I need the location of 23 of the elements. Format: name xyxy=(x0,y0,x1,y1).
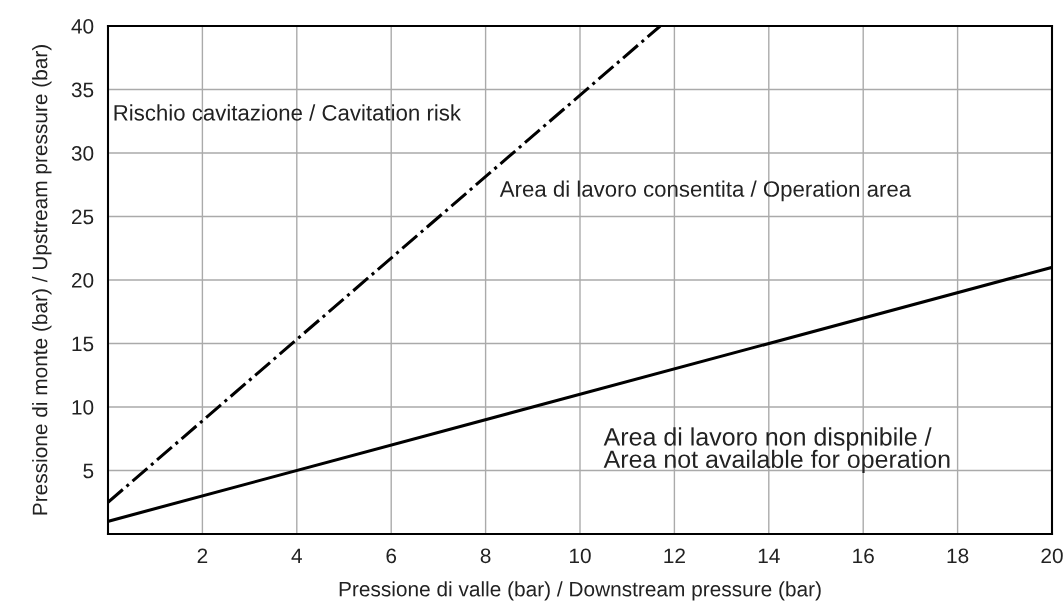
annotation: Area di lavoro consentita / Operation area xyxy=(499,180,912,202)
annotation: Area di lavoro non dispnibile / Area not available for operation xyxy=(603,427,950,474)
x-tick-label: 18 xyxy=(947,548,969,564)
x-tick-label: 6 xyxy=(386,548,397,564)
x-tick-label: 2 xyxy=(197,548,208,563)
y-tick-label: 5 xyxy=(83,463,94,479)
y-tick-label: 25 xyxy=(71,209,94,225)
annotation: Rischio cavitazione / Cavitation risk xyxy=(114,104,462,121)
y-tick-label: 35 xyxy=(71,82,94,98)
y-tick-label: 20 xyxy=(71,273,94,288)
x-tick-label: 12 xyxy=(664,548,685,563)
y-tick-label: 10 xyxy=(72,400,94,415)
x-tick-label: 14 xyxy=(758,548,780,563)
x-tick-label: 4 xyxy=(291,548,302,563)
x-tick-label: 10 xyxy=(570,548,591,564)
x-tick-label: 20 xyxy=(1041,548,1063,564)
x-axis-title: Pressione di valle (bar) / Downstream pressure (bar) xyxy=(339,581,821,601)
x-tick-label: 16 xyxy=(853,548,874,564)
y-axis-title: Pressione di monte (bar) / Upstream pressure (bar) xyxy=(32,45,52,515)
y-tick-label: 40 xyxy=(71,19,94,34)
y-tick-label: 15 xyxy=(72,336,94,352)
x-tick-label: 8 xyxy=(480,548,491,564)
y-tick-label: 30 xyxy=(71,146,94,161)
